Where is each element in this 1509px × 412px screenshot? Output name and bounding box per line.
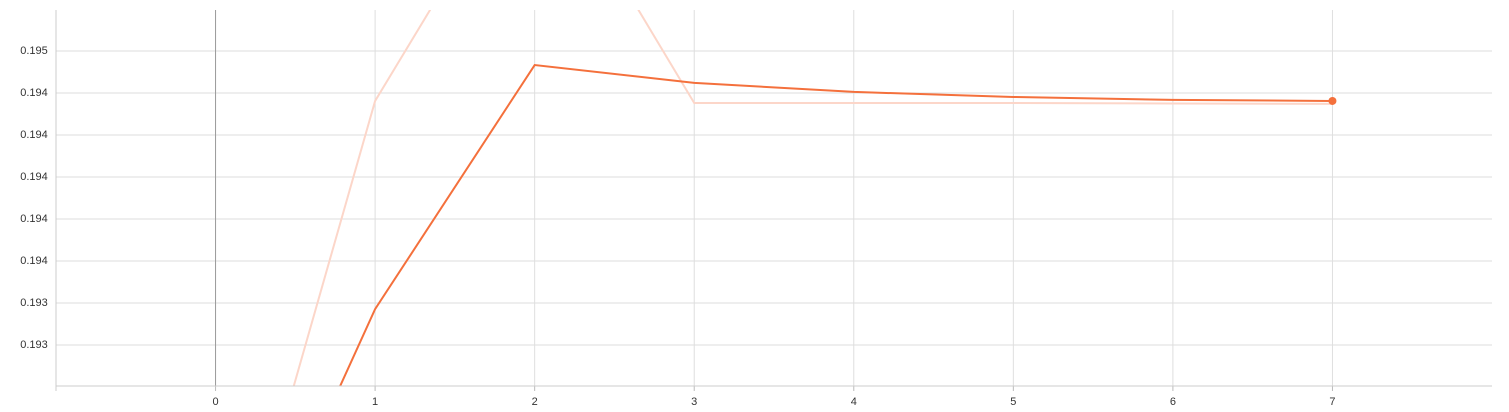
y-tick-label: 0.194 xyxy=(20,171,48,183)
axes: 0.193 0.193 0.194 0.194 0.194 0.194 0.194 0.195… xyxy=(20,10,1492,408)
grid xyxy=(56,10,1492,386)
plot-area xyxy=(292,10,1337,386)
y-tick-label: 0.194 xyxy=(20,213,48,225)
y-tick-label: 0.195 xyxy=(20,45,48,57)
series-line xyxy=(339,63,1333,386)
x-tick-label: 0 xyxy=(212,396,218,408)
x-tick-label: 1 xyxy=(372,396,378,408)
x-tick-label: 2 xyxy=(532,396,538,408)
x-tick-label: 5 xyxy=(1010,396,1016,408)
x-tick-label: 7 xyxy=(1329,396,1335,408)
y-tick-label: 0.194 xyxy=(20,129,48,141)
y-tick-label: 0.193 xyxy=(20,297,48,309)
y-tick-label: 0.194 xyxy=(20,87,48,99)
y-tick-label: 0.193 xyxy=(20,339,48,351)
y-tick-label: 0.194 xyxy=(20,255,48,267)
x-tick-label: 3 xyxy=(691,396,697,408)
x-tick-label: 4 xyxy=(851,396,857,408)
x-tick-label: 6 xyxy=(1170,396,1176,408)
end-point xyxy=(1328,96,1337,105)
series-line xyxy=(292,10,1333,386)
